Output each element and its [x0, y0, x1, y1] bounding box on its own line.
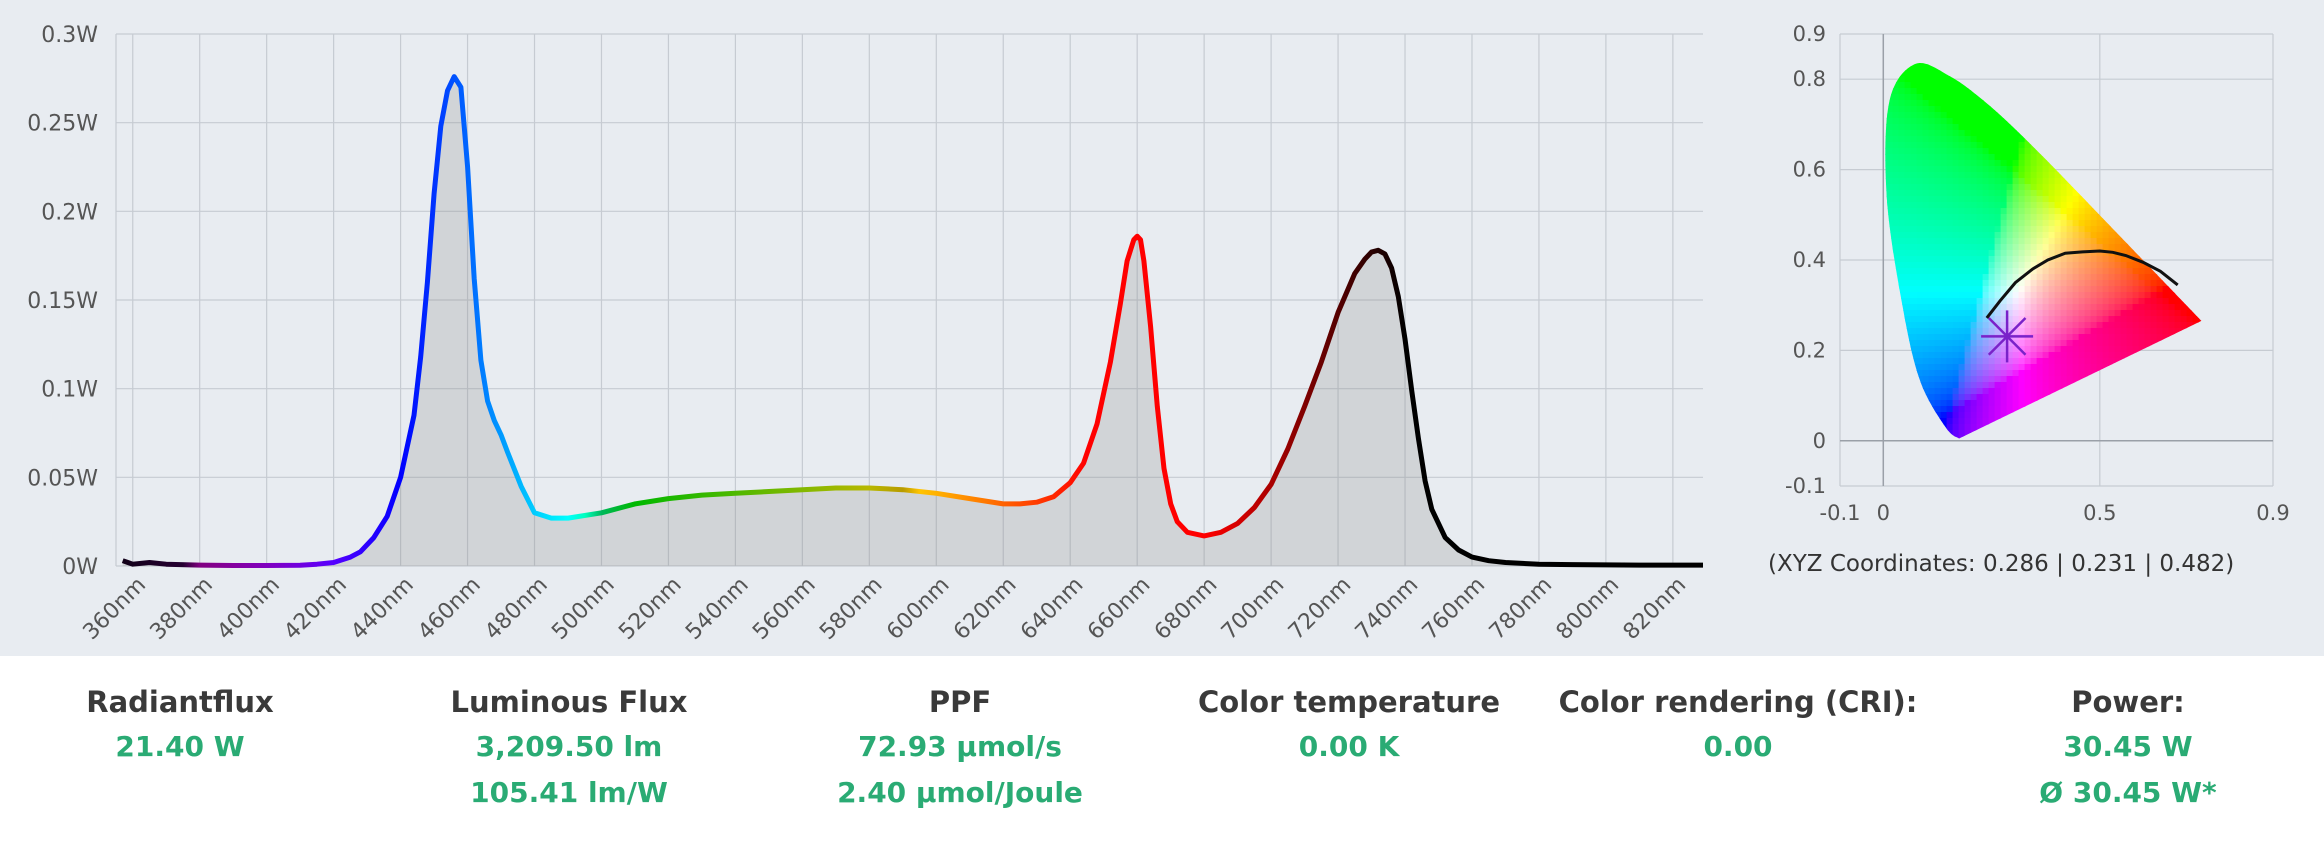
spectrum-grid: [115, 33, 1703, 567]
x-tick-label: 480nm: [480, 573, 552, 645]
chromaticity-point: [1981, 310, 2034, 363]
x-tick-label: 360nm: [79, 573, 151, 645]
x-tick-label: 380nm: [146, 573, 218, 645]
stat-power: Power: 30.45 W Ø 30.45 W*: [2039, 680, 2216, 816]
cie-y-tick-label: 0.2: [1793, 338, 1826, 362]
cie-x-tick-label: 0: [1877, 501, 1890, 525]
cie-y-tick-label: 0: [1813, 429, 1826, 453]
stat-ppf: PPF 72.93 µmol/s 2.40 µmol/Joule: [837, 680, 1083, 816]
stat-luminous-flux: Luminous Flux 3,209.50 lm 105.41 lm/W: [451, 680, 688, 816]
xyz-coordinates-caption: (XYZ Coordinates: 0.286 | 0.231 | 0.482): [1768, 551, 2235, 577]
x-tick-label: 660nm: [1083, 573, 1155, 645]
x-tick-label: 680nm: [1150, 573, 1222, 645]
spectrum-area-fill: [122, 76, 1704, 566]
y-tick-label: 0.1W: [41, 378, 98, 403]
x-tick-label: 460nm: [413, 573, 485, 645]
cie-y-tick-label: 0.8: [1793, 67, 1826, 91]
stat-radiantflux: Radiantflux 21.40 W: [86, 680, 274, 770]
x-tick-label: 440nm: [346, 573, 418, 645]
x-tick-label: 580nm: [815, 573, 887, 645]
x-tick-label: 520nm: [614, 573, 686, 645]
stat-value: 0.00: [1703, 730, 1773, 763]
x-tick-label: 640nm: [1016, 573, 1088, 645]
stats-bar: Radiantflux 21.40 W Luminous Flux 3,209.…: [0, 656, 2324, 845]
x-tick-label: 400nm: [213, 573, 285, 645]
cie-x-tick-label: 0.9: [2256, 501, 2289, 525]
x-tick-label: 760nm: [1418, 573, 1490, 645]
stat-label: Color temperature: [1198, 685, 1500, 719]
cie-x-tick-label: 0.5: [2083, 501, 2116, 525]
x-tick-label: 780nm: [1485, 573, 1557, 645]
x-tick-label: 700nm: [1217, 573, 1289, 645]
stat-value-secondary: 2.40 µmol/Joule: [837, 776, 1083, 809]
x-tick-label: 600nm: [882, 573, 954, 645]
spectrum-line: [121, 74, 1703, 568]
stat-value: 72.93 µmol/s: [858, 730, 1062, 763]
stat-color-rendering: Color rendering (CRI): 0.00: [1559, 680, 1918, 770]
stat-label: Color rendering (CRI):: [1558, 685, 1918, 719]
stat-value-secondary: 105.41 lm/W: [470, 776, 668, 809]
stat-color-temperature: Color temperature 0.00 K: [1198, 680, 1500, 770]
cie-y-tick-label: 0.4: [1793, 248, 1826, 272]
stat-value-secondary: Ø 30.45 W*: [2039, 776, 2217, 809]
x-tick-label: 540nm: [681, 573, 753, 645]
y-tick-label: 0.15W: [27, 289, 98, 314]
x-tick-label: 620nm: [949, 573, 1021, 645]
stat-value: 3,209.50 lm: [475, 730, 663, 763]
x-tick-label: 560nm: [748, 573, 820, 645]
stat-label: Radiantflux: [86, 685, 274, 719]
stat-value: 0.00 K: [1298, 730, 1400, 763]
x-tick-label: 500nm: [547, 573, 619, 645]
stat-label: PPF: [928, 685, 992, 719]
y-tick-label: 0.25W: [27, 112, 98, 137]
planckian-locus: [1985, 249, 2179, 319]
spectrum-chart: 0W 0.05W 0.1W 0.15W 0.2W 0.25W 0.3W 360nm380nm…: [27, 23, 1704, 645]
cie-gamut-fill: [1885, 62, 2202, 439]
cie-y-tick-label: 0.9: [1793, 22, 1826, 46]
y-tick-label: 0.3W: [41, 23, 98, 48]
y-tick-label: 0W: [62, 555, 98, 580]
x-tick-label: 740nm: [1351, 573, 1423, 645]
stat-value: 21.40 W: [115, 730, 245, 763]
cie-chromaticity-chart: -0.1 0 0.2 0.4 0.6 0.8 0.9 -0.1 0 0.5 0.9: [1785, 22, 2290, 525]
stat-value: 30.45 W: [2063, 730, 2193, 763]
stat-label: Luminous Flux: [450, 685, 688, 719]
x-tick-label: 800nm: [1552, 573, 1624, 645]
chart-panel: 0W 0.05W 0.1W 0.15W 0.2W 0.25W 0.3W 360nm 380nm…: [0, 0, 2324, 656]
stat-label: Power:: [2071, 685, 2185, 719]
y-tick-label: 0.05W: [27, 466, 98, 491]
y-tick-label: 0.2W: [41, 200, 98, 225]
x-tick-label: 420nm: [279, 573, 351, 645]
cie-y-tick-label: 0.6: [1793, 158, 1826, 182]
x-tick-label: 820nm: [1619, 573, 1691, 645]
x-tick-label: 720nm: [1284, 573, 1356, 645]
cie-x-tick-label: -0.1: [1820, 501, 1861, 525]
cie-y-tick-label: -0.1: [1785, 474, 1826, 498]
